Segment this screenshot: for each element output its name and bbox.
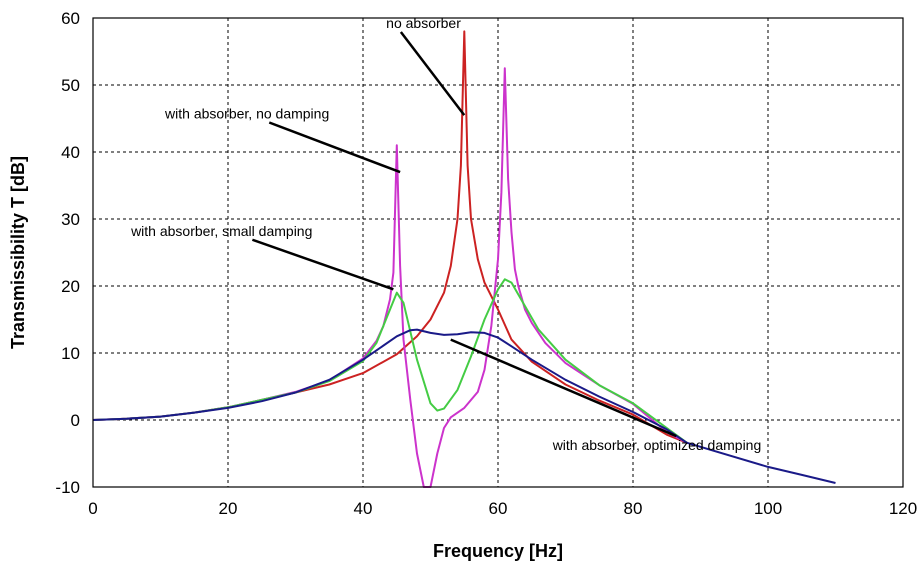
annotation-leader (268, 121, 401, 174)
x-tick-label: 20 (219, 499, 238, 518)
series-line (92, 328, 836, 484)
y-tick-label: 20 (61, 277, 80, 296)
x-tick-label: 80 (624, 499, 643, 518)
annotation-label: with absorber, small damping (130, 223, 312, 239)
annotation-leader (251, 238, 394, 291)
y-tick-label: 30 (61, 210, 80, 229)
y-axis-label: Transmissibility T [dB] (8, 156, 28, 349)
y-tick-label: 10 (61, 344, 80, 363)
ticks-layer: 0 20 40 60 80 100 120 -10 0 10 20 30 40 50 60 (55, 9, 917, 518)
y-tick-label: -10 (55, 478, 80, 497)
series-line (92, 278, 688, 444)
x-tick-label: 60 (489, 499, 508, 518)
x-tick-label: 40 (354, 499, 373, 518)
grid-layer (93, 18, 903, 487)
y-tick-label: 50 (61, 76, 80, 95)
annotation-label: with absorber, optimized damping (552, 437, 762, 453)
y-tick-label: 0 (71, 411, 80, 430)
series-line (92, 67, 688, 488)
y-tick-label: 60 (61, 9, 80, 28)
x-tick-label: 0 (88, 499, 97, 518)
x-tick-label: 120 (889, 499, 917, 518)
annotations-layer: no absorber with absorber, no damping with… (130, 15, 761, 453)
annotation-leader (399, 31, 466, 116)
x-tick-label: 100 (754, 499, 782, 518)
annotation-label: with absorber, no damping (164, 106, 329, 122)
annotation-label: no absorber (386, 15, 461, 31)
y-tick-label: 40 (61, 143, 80, 162)
series-layer (92, 30, 836, 488)
plot-frame (92, 17, 904, 488)
annotation-leader (450, 338, 677, 438)
x-axis-label: Frequency [Hz] (433, 541, 563, 561)
